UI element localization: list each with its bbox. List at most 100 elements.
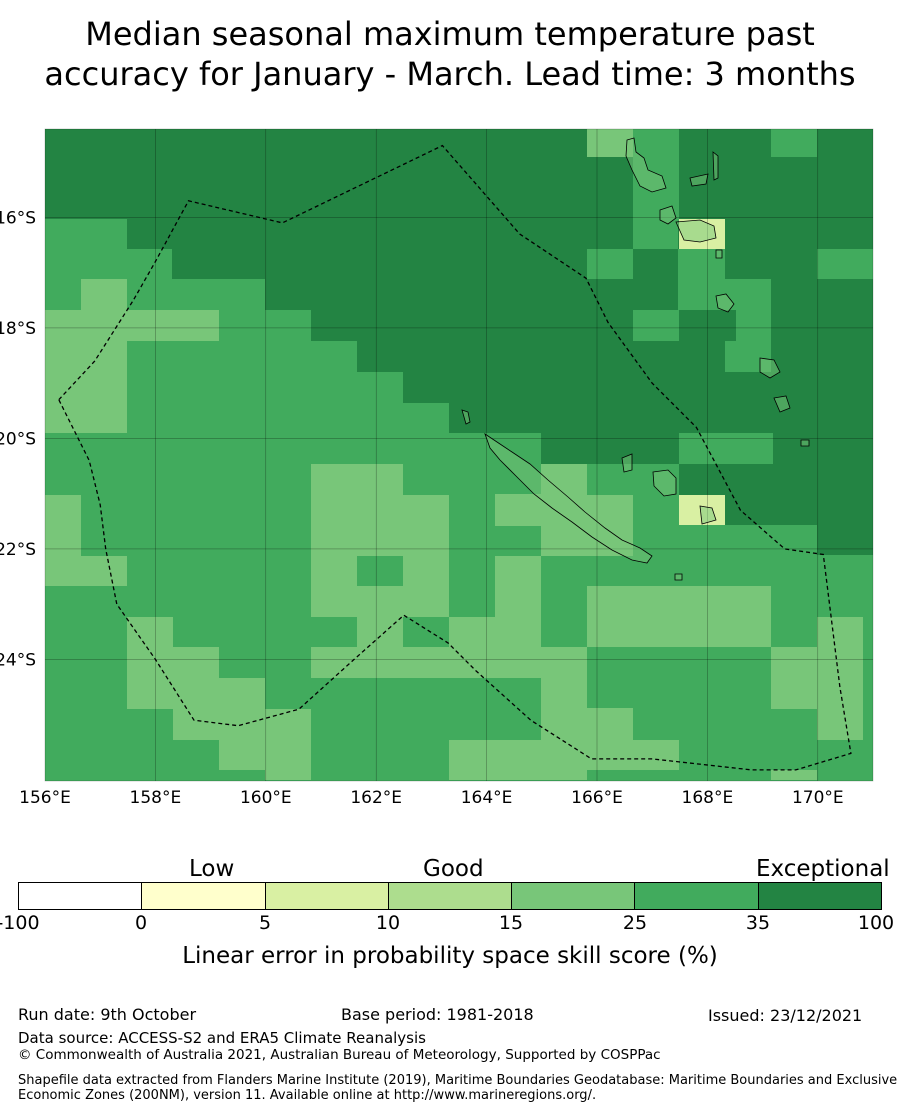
- page-title: Median seasonal maximum temperature past…: [44, 15, 856, 93]
- skill-map: 156°E 158°E 160°E 162°E 164°E 166°E 168°E 170°E…: [0, 128, 874, 808]
- skill-cell: [449, 678, 495, 740]
- map-frame: [44, 128, 874, 782]
- legend-label-low: Low: [189, 856, 235, 882]
- island-outline: [461, 409, 471, 425]
- lon-tick-label: 162°E: [350, 788, 402, 808]
- colorbar-tick: 5: [258, 912, 272, 934]
- skill-cell: [817, 617, 863, 740]
- skill-cell: [403, 678, 449, 770]
- island-outline: [715, 293, 735, 313]
- colorbar-tick: 15: [498, 912, 524, 934]
- skill-cell: [357, 586, 449, 617]
- skill-cell: [265, 770, 311, 780]
- shapefile-credit: Shapefile data extracted from Flanders M…: [18, 1073, 898, 1103]
- legend-label-good: Good: [423, 856, 484, 882]
- skill-cell: [403, 495, 449, 586]
- colorbar-swatch: [512, 883, 636, 909]
- skill-cell: [725, 219, 817, 279]
- skill-cell: [679, 709, 771, 739]
- data-source: Data source: ACCESS-S2 and ERA5 Climate …: [18, 1029, 426, 1047]
- skill-cell: [587, 129, 633, 157]
- skill-cell: [633, 740, 679, 770]
- copyright: © Commonwealth of Australia 2021, Austra…: [18, 1047, 661, 1063]
- skill-cell: [587, 586, 725, 647]
- colorbar-swatch: [265, 883, 389, 909]
- island-outline: [674, 573, 683, 581]
- lat-tick-label: 20°S: [0, 429, 36, 449]
- colorbar-tick: -100: [0, 912, 40, 934]
- skill-cell: [449, 617, 495, 648]
- skill-cell: [357, 556, 403, 586]
- lon-tick-label: 164°E: [461, 788, 513, 808]
- island-outline: [659, 205, 677, 225]
- colorbar-tick: 100: [857, 912, 895, 934]
- skill-cell: [219, 740, 311, 770]
- lon-tick-label: 166°E: [571, 788, 623, 808]
- skill-cell: [495, 556, 541, 647]
- island-outline: [773, 395, 791, 413]
- lat-tick-label: 22°S: [0, 540, 36, 560]
- island-outline: [625, 137, 667, 193]
- skill-cell: [265, 279, 670, 310]
- skill-cell: [265, 709, 311, 740]
- island-outline: [675, 219, 717, 243]
- skill-cell: [173, 647, 219, 678]
- colorbar-tick: 35: [745, 912, 771, 934]
- skill-cell: [173, 709, 265, 740]
- skill-cell: [449, 740, 587, 780]
- skill-cell: [679, 433, 773, 464]
- colorbar-swatch: [19, 883, 143, 909]
- lat-tick-label: 18°S: [0, 319, 36, 339]
- issued-date: Issued: 23/12/2021: [708, 1006, 863, 1025]
- island-outline: [699, 505, 717, 525]
- skill-cell: [725, 586, 771, 647]
- skill-cell: [771, 770, 817, 780]
- lon-tick-label: 156°E: [19, 788, 71, 808]
- island-outline: [652, 469, 677, 497]
- colorbar-swatch: [388, 883, 513, 909]
- lat-tick-label: 24°S: [0, 650, 36, 670]
- island-outline: [712, 151, 719, 181]
- skill-cell: [771, 129, 817, 157]
- skill-cell: [265, 617, 357, 647]
- skill-cell: [81, 556, 127, 586]
- skill-cell: [45, 310, 219, 341]
- colorbar-swatch: [635, 883, 759, 909]
- colorbar-tick: 10: [375, 912, 401, 934]
- skill-cell: [81, 279, 127, 310]
- skill-cell: [172, 249, 587, 279]
- skill-cell: [633, 219, 678, 249]
- lon-tick-label: 160°E: [240, 788, 292, 808]
- skill-cell: [679, 187, 817, 219]
- colorbar-swatch: [142, 883, 266, 909]
- lon-tick-label: 158°E: [130, 788, 182, 808]
- skill-cell: [587, 157, 631, 249]
- skill-cell: [771, 647, 817, 709]
- island-outline: [621, 453, 633, 473]
- skill-cell: [633, 249, 678, 310]
- skill-cell: [817, 129, 873, 249]
- colorbar: [18, 882, 882, 910]
- colorbar-swatch: [758, 883, 881, 909]
- skill-cell: [45, 341, 127, 433]
- legend-label-exceptional: Exceptional: [756, 856, 890, 882]
- island-outline: [689, 173, 709, 187]
- colorbar-title: Linear error in probability space skill …: [182, 943, 718, 969]
- run-date: Run date: 9th October: [18, 1005, 197, 1024]
- skill-cell: [219, 678, 265, 709]
- eez-boundary: [58, 144, 852, 771]
- colorbar-tick: 25: [622, 912, 648, 934]
- base-period: Base period: 1981-2018: [341, 1005, 534, 1024]
- skill-cell: [817, 495, 873, 555]
- skill-cell: [587, 647, 633, 708]
- lon-tick-label: 168°E: [682, 788, 734, 808]
- skill-cell: [127, 617, 173, 647]
- skill-cell: [45, 219, 127, 249]
- island-outline: [759, 357, 781, 379]
- skill-cell: [311, 647, 587, 678]
- lat-tick-label: 16°S: [0, 208, 36, 228]
- island-outline: [800, 439, 810, 447]
- island-outline: [715, 249, 723, 259]
- skill-cell: [45, 495, 81, 586]
- island-outline: [484, 432, 653, 564]
